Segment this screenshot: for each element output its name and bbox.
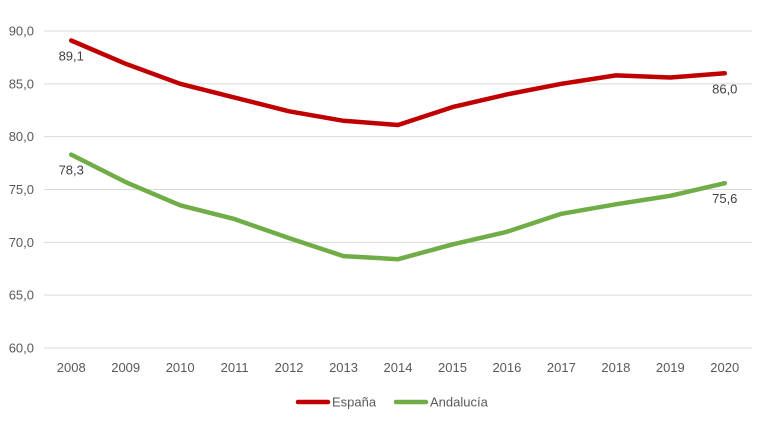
- series-line-1: [68, 38, 728, 128]
- y-tick-label: 85,0: [9, 76, 34, 91]
- x-tick-label: 2013: [329, 360, 358, 375]
- y-tick-label: 70,0: [9, 235, 34, 250]
- data-label: 75,6: [712, 191, 737, 206]
- y-tick-label: 75,0: [9, 182, 34, 197]
- legend-label: España: [332, 395, 377, 410]
- y-tick-label: 65,0: [9, 288, 34, 303]
- data-label: 86,0: [712, 81, 737, 96]
- x-tick-label: 2012: [275, 360, 304, 375]
- x-tick-label: 2010: [166, 360, 195, 375]
- x-tick-label: 2011: [221, 360, 249, 375]
- data-label: 89,1: [59, 49, 84, 64]
- x-axis-tick-labels: 2008 2009 2010 2011 2012 2013 2014 2015 2016 2017…: [57, 360, 739, 375]
- y-axis-tick-labels: 60,0 65,0 70,0 75,0 80,0 85,0 90,0: [9, 24, 34, 356]
- x-tick-label: 2019: [656, 360, 685, 375]
- y-tick-label: 80,0: [9, 129, 34, 144]
- x-tick-label: 2017: [547, 360, 576, 375]
- gridlines: [44, 30, 752, 349]
- legend: España Andalucía: [295, 395, 489, 410]
- series-lines: [68, 38, 728, 262]
- data-label: 78,3: [59, 163, 84, 178]
- y-tick-label: 90,0: [9, 24, 34, 39]
- x-tick-label: 2015: [438, 360, 467, 375]
- series-line-2: [68, 152, 728, 262]
- legend-label: Andalucía: [430, 395, 489, 410]
- x-tick-label: 2016: [492, 360, 521, 375]
- data-labels: 89,1 86,0 78,3 75,6: [59, 49, 738, 207]
- x-tick-label: 2014: [384, 360, 413, 375]
- x-tick-label: 2018: [601, 360, 630, 375]
- y-tick-label: 60,0: [9, 341, 34, 356]
- x-tick-label: 2020: [710, 360, 739, 375]
- x-tick-label: 2009: [111, 360, 140, 375]
- x-tick-label: 2008: [57, 360, 86, 375]
